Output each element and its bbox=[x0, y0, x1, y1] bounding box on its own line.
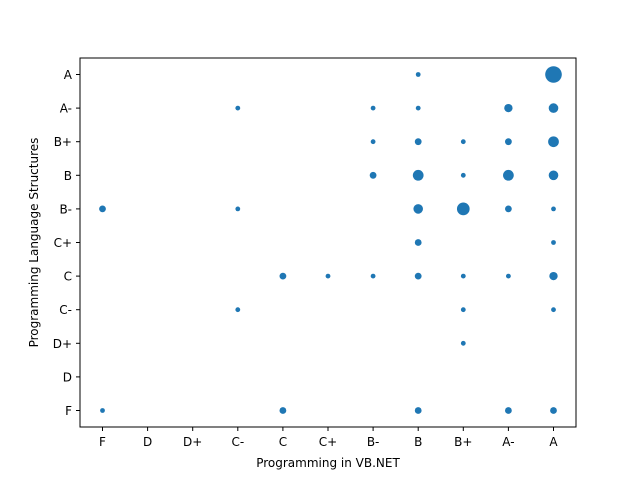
x-tick-label: A- bbox=[502, 435, 514, 449]
x-tick-label: B bbox=[414, 435, 422, 449]
data-point bbox=[415, 105, 421, 111]
y-axis-label: Programming Language Structures bbox=[27, 138, 41, 348]
x-tick-label: B+ bbox=[454, 435, 472, 449]
data-point bbox=[551, 206, 556, 212]
data-point bbox=[412, 169, 424, 181]
data-point bbox=[370, 105, 376, 111]
x-tick-label: B- bbox=[367, 435, 380, 449]
data-point bbox=[100, 408, 105, 413]
data-point bbox=[503, 169, 514, 181]
data-point bbox=[505, 205, 512, 213]
data-point bbox=[551, 240, 556, 245]
data-point bbox=[370, 273, 376, 279]
x-tick-label: A bbox=[549, 435, 558, 449]
data-point bbox=[550, 407, 557, 414]
y-tick-label: B bbox=[64, 169, 72, 183]
data-point bbox=[505, 138, 512, 146]
y-tick-label: B+ bbox=[54, 135, 72, 149]
x-tick-label: D bbox=[143, 435, 152, 449]
data-point bbox=[235, 206, 241, 212]
data-point bbox=[460, 139, 466, 145]
x-tick-label: D+ bbox=[183, 435, 202, 449]
data-point bbox=[551, 307, 556, 313]
plot-frame bbox=[79, 57, 577, 428]
x-tick-label: C+ bbox=[319, 435, 337, 449]
data-point bbox=[549, 271, 558, 281]
data-point bbox=[506, 273, 511, 279]
y-tick-label: C+ bbox=[54, 236, 72, 250]
x-tick-label: F bbox=[99, 435, 106, 449]
y-tick-label: D bbox=[63, 370, 72, 384]
data-point bbox=[460, 340, 466, 346]
data-point bbox=[235, 105, 241, 111]
data-point bbox=[235, 307, 241, 313]
y-axis-ticks: F D D+ C- C C+ B- B B+ A- A bbox=[53, 68, 80, 418]
data-point bbox=[505, 407, 512, 414]
data-point bbox=[370, 139, 376, 145]
data-point bbox=[545, 66, 562, 83]
data-point bbox=[415, 72, 421, 77]
data-point bbox=[279, 407, 287, 414]
y-tick-label: A bbox=[64, 68, 73, 82]
x-axis-ticks: F D D+ C- C C+ B- B B+ A- A bbox=[99, 427, 558, 449]
data-point bbox=[414, 138, 422, 146]
y-tick-label: C bbox=[64, 270, 72, 284]
x-tick-label: C bbox=[279, 435, 287, 449]
data-point bbox=[460, 172, 466, 178]
data-point bbox=[279, 272, 287, 280]
data-points bbox=[99, 66, 562, 414]
data-point bbox=[548, 136, 559, 148]
data-point bbox=[414, 407, 422, 414]
data-point bbox=[456, 202, 470, 216]
data-point bbox=[369, 171, 377, 179]
data-point bbox=[460, 307, 466, 313]
data-point bbox=[413, 204, 424, 214]
data-point bbox=[548, 170, 559, 181]
x-axis-label: Programming in VB.NET bbox=[256, 456, 400, 470]
data-point bbox=[99, 205, 106, 213]
x-tick-label: C- bbox=[231, 435, 244, 449]
y-tick-label: A- bbox=[60, 102, 72, 116]
data-point bbox=[414, 239, 422, 246]
data-point bbox=[414, 272, 422, 280]
data-point bbox=[548, 103, 559, 113]
y-tick-label: D+ bbox=[53, 337, 72, 351]
y-tick-label: C- bbox=[59, 303, 72, 317]
y-tick-label: B- bbox=[59, 202, 72, 216]
data-point bbox=[504, 103, 513, 113]
data-point bbox=[325, 273, 331, 279]
data-point bbox=[460, 273, 466, 279]
y-tick-label: F bbox=[65, 404, 72, 418]
